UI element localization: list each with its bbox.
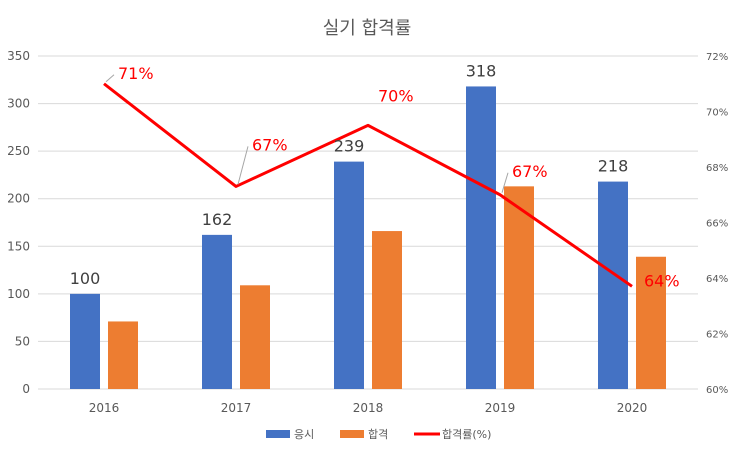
leader-line [105,74,115,83]
legend-label: 합격률(%) [442,428,491,441]
right-tick-label: 68% [706,163,728,174]
right-tick-label: 60% [706,385,728,396]
bar-응시-2018 [334,161,364,389]
bar-합격-2020 [636,256,666,389]
left-tick-label: 50 [15,334,30,348]
bar-data-label: 162 [202,210,233,229]
data-labels: 100 162 239 318 218 71% 67% 70% 67% 64% [70,61,680,290]
x-tick-label: 2017 [221,401,252,415]
x-tick-label: 2018 [353,401,384,415]
bar-합격-2017 [240,285,270,389]
rate-data-label: 70% [378,86,414,105]
right-tick-label: 62% [706,330,728,341]
rate-line [103,82,633,288]
left-tick-label: 350 [7,49,30,63]
right-tick-label: 70% [706,108,728,119]
rate-data-label: 64% [644,271,680,290]
x-tick-label: 2020 [617,401,648,415]
left-tick-label: 0 [22,382,30,396]
right-tick-label: 64% [706,274,728,285]
right-tick-label: 66% [706,219,728,230]
bar-합격-2016 [108,321,138,389]
left-tick-label: 300 [7,97,30,111]
bar-합격-2018 [372,231,402,389]
rate-data-label: 67% [252,135,288,154]
legend-label: 응시 [294,428,314,441]
legend-swatch-응시 [266,430,290,438]
legend-swatch-합격 [340,430,364,438]
left-tick-label: 250 [7,144,30,158]
gridlines [38,55,698,390]
rate-data-label: 67% [512,162,548,181]
legend: 응시 합격 합격률(%) [266,428,491,441]
left-tick-label: 200 [7,192,30,206]
x-tick-label: 2016 [89,401,120,415]
rate-line-group [103,74,633,288]
leader-line [501,172,509,193]
x-tick-label: 2019 [485,401,516,415]
bar-응시-2016 [70,293,100,389]
leader-line [237,146,249,185]
left-tick-label: 100 [7,287,30,301]
bar-data-label: 239 [334,137,365,156]
bar-응시-2019 [466,86,496,390]
legend-label: 합격 [368,428,388,441]
bars [70,86,666,390]
chart-title: 실기 합격률 [323,18,412,39]
bar-응시-2017 [202,234,232,389]
bar-응시-2020 [598,181,628,389]
bar-합격-2019 [504,186,534,389]
bar-data-label: 100 [70,269,101,288]
left-tick-label: 150 [7,239,30,253]
bar-data-label: 318 [466,61,497,80]
right-axis: 60% 62% 64% 66% 68% 70% 72% [706,52,728,396]
x-axis: 2016 2017 2018 2019 2020 [89,401,648,415]
left-axis: 0 50 100 150 200 250 300 350 [7,49,30,396]
right-tick-label: 72% [706,52,728,63]
rate-data-label: 71% [118,64,154,83]
bar-data-label: 218 [598,157,629,176]
